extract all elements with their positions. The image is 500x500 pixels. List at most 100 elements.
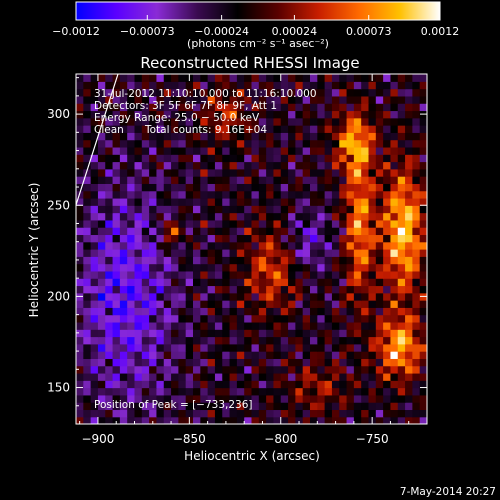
heatmap-cell	[419, 307, 427, 316]
heatmap-cell	[229, 234, 238, 243]
heatmap-cell	[412, 95, 421, 104]
heatmap-cell	[105, 74, 114, 82]
heatmap-cell	[222, 365, 231, 374]
heatmap-cell	[185, 285, 194, 294]
heatmap-cell	[251, 351, 260, 359]
heatmap-cell	[83, 256, 92, 265]
heatmap-cell	[419, 372, 427, 381]
heatmap-cell	[405, 372, 413, 381]
heatmap-cell	[383, 190, 392, 199]
heatmap-cell	[317, 161, 326, 170]
heatmap-cell	[419, 81, 427, 90]
heatmap-cell	[229, 168, 238, 177]
heatmap-cell	[90, 168, 99, 177]
heatmap-cell	[244, 146, 253, 155]
heatmap-cell	[97, 219, 106, 228]
heatmap-cell	[419, 168, 427, 177]
heatmap-cell	[419, 321, 427, 330]
heatmap-cell	[222, 168, 231, 177]
heatmap-cell	[83, 219, 92, 228]
heatmap-cell	[244, 81, 253, 90]
heatmap-cell	[412, 74, 421, 82]
colorbar-unit-label: (photons cm⁻² s⁻¹ asec⁻²)	[187, 37, 329, 50]
heatmap-cell	[266, 314, 275, 323]
heatmap-cell	[419, 314, 427, 323]
heatmap-cell	[273, 117, 282, 126]
heatmap-cell	[346, 139, 355, 148]
heatmap-cell	[90, 394, 99, 403]
heatmap-cell	[105, 343, 114, 352]
heatmap-cell	[302, 110, 311, 119]
heatmap-cell	[346, 125, 355, 133]
heatmap-cell	[207, 358, 216, 367]
heatmap-cell	[178, 351, 187, 359]
heatmap-cell	[163, 146, 172, 155]
heatmap-cell	[339, 176, 348, 184]
heatmap-cell	[397, 380, 406, 389]
heatmap-cell	[405, 212, 413, 221]
heatmap-cell	[112, 358, 121, 367]
heatmap-cell	[324, 263, 333, 272]
heatmap-cell	[383, 125, 392, 133]
heatmap-cell	[141, 416, 150, 424]
heatmap-cell	[295, 329, 304, 338]
heatmap-cell	[295, 402, 304, 411]
heatmap-cell	[273, 227, 282, 236]
heatmap-cell	[339, 300, 348, 308]
heatmap-cell	[280, 387, 289, 396]
heatmap-cell	[331, 321, 340, 330]
heatmap-cell	[317, 380, 326, 389]
heatmap-cell	[127, 95, 136, 104]
colorbar-tick-label: 0.0012	[421, 25, 460, 38]
heatmap-cell	[119, 387, 128, 396]
heatmap-cell	[324, 81, 333, 90]
heatmap-cell	[302, 132, 311, 141]
heatmap-cell	[339, 183, 348, 192]
heatmap-cell	[141, 387, 150, 396]
heatmap-cell	[346, 336, 355, 345]
heatmap-cell	[331, 380, 340, 389]
heatmap-cell	[105, 81, 114, 90]
heatmap-cell	[317, 219, 326, 228]
heatmap-cell	[383, 146, 392, 155]
heatmap-cell	[419, 146, 427, 155]
heatmap-cell	[397, 307, 406, 316]
heatmap-cell	[273, 270, 282, 279]
heatmap-cell	[207, 270, 216, 279]
heatmap-cell	[112, 285, 121, 294]
heatmap-cell	[295, 372, 304, 381]
heatmap-cell	[397, 212, 406, 221]
heatmap-cell	[90, 343, 99, 352]
heatmap-cell	[346, 197, 355, 206]
heatmap-cell	[310, 285, 318, 294]
heatmap-cell	[127, 321, 136, 330]
heatmap-cell	[258, 110, 267, 119]
heatmap-cell	[141, 278, 150, 287]
heatmap-cell	[317, 154, 326, 163]
heatmap-cell	[310, 139, 318, 148]
heatmap-cell	[119, 154, 128, 163]
heatmap-cell	[383, 270, 392, 279]
heatmap-cell	[76, 212, 84, 221]
heatmap-cell	[83, 234, 92, 243]
heatmap-cell	[324, 300, 333, 308]
heatmap-cell	[244, 314, 253, 323]
heatmap-cell	[295, 205, 304, 214]
heatmap-cell	[310, 307, 318, 316]
heatmap-cell	[288, 307, 296, 316]
heatmap-cell	[346, 154, 355, 163]
heatmap-cell	[214, 292, 223, 301]
heatmap-cell	[280, 402, 289, 411]
heatmap-cell	[156, 197, 165, 206]
heatmap-cell	[236, 241, 245, 250]
heatmap-cell	[76, 234, 84, 243]
heatmap-cell	[295, 190, 304, 199]
heatmap-cell	[310, 329, 318, 338]
heatmap-cell	[266, 168, 275, 177]
heatmap-cell	[76, 351, 84, 359]
heatmap-cell	[207, 139, 216, 148]
heatmap-cell	[171, 110, 179, 119]
heatmap-cell	[346, 314, 355, 323]
heatmap-cell	[302, 249, 311, 257]
heatmap-cell	[251, 168, 260, 177]
